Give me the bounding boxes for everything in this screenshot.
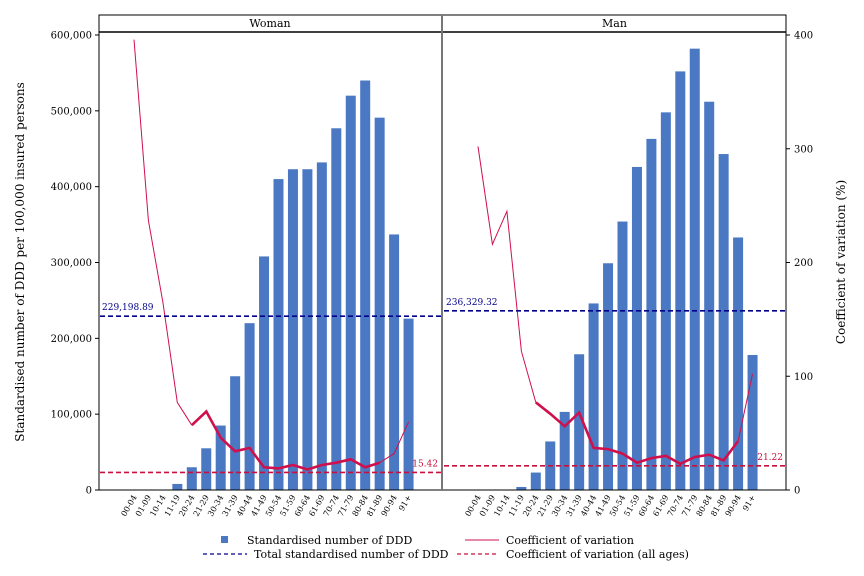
bar-woman-31-39 [230,376,241,490]
y-right-tick-label-0: 0 [794,486,800,497]
y-left-tick-label-4: 400,000 [51,182,92,193]
bar-woman-61-69 [316,162,327,490]
bar-man-91+ [747,355,758,490]
bar-woman-41-49 [259,256,270,490]
cv-all-label-woman: 15.42 [412,459,438,469]
facet-title-woman: Woman [249,17,290,30]
y-right-tick-label-2: 200 [794,258,813,269]
y-left-tick-label-3: 300,000 [51,258,92,269]
legend-cv-label: Coefficient of variation [506,534,634,547]
legend-bar-swatch [221,536,228,543]
bar-man-60-64 [646,138,657,490]
bar-woman-11-19 [172,483,183,490]
legend: Standardised number of DDD Coefficient o… [203,534,689,561]
bar-man-40-44 [588,303,599,490]
cv-all-label-man: 21.22 [757,453,783,463]
bar-woman-60-64 [302,169,313,490]
bar-woman-30-34 [215,425,226,490]
bar-man-31-39 [574,354,585,490]
bar-woman-51-59 [287,169,298,490]
y-axis-right-title: Coefficient of variation (%) [834,180,848,344]
bars-layer [172,48,758,491]
y-left-tick-label-0: 0 [86,486,92,497]
y-right-tick-label-4: 400 [794,31,813,42]
cv-line-thin-right-man [737,373,753,442]
cv-line-thick-woman [190,409,380,471]
y-axis-left-title: Standardised number of DDD per 100,000 i… [13,82,27,441]
lines-layer: 229,198.89 15.42 236,329.32 21.22 [100,39,786,474]
x-tick-label-woman-91+: 91+ [397,494,413,513]
facet-title-man: Man [602,17,627,30]
bar-man-30-34 [559,411,570,490]
bar-woman-50-54 [273,179,284,491]
bar-man-11-19 [516,486,527,490]
cv-line-thin-left-man [477,146,537,403]
bar-woman-40-44 [244,323,255,490]
y-left-tick-label-5: 500,000 [51,106,92,117]
bar-man-70-74 [675,71,686,491]
cv-line-thin-right-woman [379,421,410,464]
bar-woman-81-89 [374,117,385,491]
total-ddd-label-woman: 229,198.89 [102,303,154,313]
cv-line-thick-man [534,401,740,466]
y-right-tick-label-3: 300 [794,144,813,155]
bar-man-41-49 [603,263,614,490]
bar-woman-71-79 [345,95,356,491]
bar-man-51-59 [631,166,642,490]
total-ddd-label-man: 236,329.32 [446,298,498,308]
legend-cv-all-label: Coefficient of variation (all ages) [506,548,689,561]
bar-woman-70-74 [331,128,342,490]
bar-woman-90-94 [389,234,400,490]
bar-man-20-24 [530,472,541,490]
bar-man-90-94 [733,237,744,490]
y-left-tick-label-6: 600,000 [51,31,92,42]
y-right-tick-label-1: 100 [794,372,813,383]
legend-total-label: Total standardised number of DDD [254,548,449,561]
bar-woman-80-84 [360,80,371,490]
bar-man-50-54 [617,221,628,491]
frame-layer: Woman Man [98,14,787,491]
bar-woman-20-24 [186,467,197,490]
bar-man-71-79 [689,48,700,491]
bar-man-81-89 [718,154,729,490]
bar-woman-21-29 [201,448,212,490]
legend-bar-label: Standardised number of DDD [247,534,412,547]
bar-man-80-84 [704,101,715,490]
bar-man-61-69 [660,112,671,490]
y-left-tick-label-1: 100,000 [51,410,92,421]
x-tick-label-man-91+: 91+ [741,494,757,513]
bar-woman-91+ [403,318,414,490]
y-left-tick-label-2: 200,000 [51,334,92,345]
cv-line-thin-left-woman [133,39,193,426]
